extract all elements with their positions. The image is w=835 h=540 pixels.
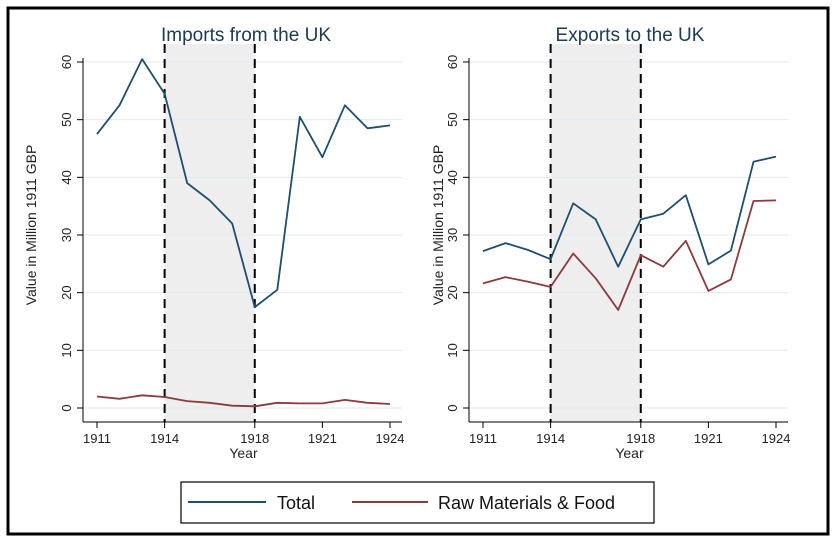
y-tick-label: 10 <box>445 343 460 357</box>
y-tick-label: 0 <box>59 404 74 411</box>
y-tick-label: 30 <box>59 228 74 242</box>
chart-title: Exports to the UK <box>556 25 705 46</box>
x-axis-title: Year <box>615 445 644 461</box>
panel-exports: 0 10 20 30 40 50 60 1911 1914 1918 1921 1924 Year Val… <box>430 25 790 461</box>
x-tick-label: 1911 <box>469 431 497 446</box>
figure-frame <box>6 6 830 536</box>
y-axis-title: Value in Million 1911 GBP <box>23 145 39 306</box>
x-tick-label: 1924 <box>762 431 791 446</box>
series-line-total <box>482 155 777 268</box>
legend: Total Raw Materials & Food <box>180 481 655 524</box>
legend-label-total: Total <box>277 493 315 513</box>
y-tick-label: 40 <box>59 170 74 184</box>
x-tick-label: 1914 <box>150 431 179 446</box>
y-tick-label: 0 <box>445 404 460 411</box>
series-line-total <box>96 58 391 309</box>
y-tick-label: 10 <box>59 343 74 357</box>
y-tick-label: 50 <box>59 112 74 126</box>
x-tick-label: 1914 <box>536 431 565 446</box>
legend-label-raw-materials: Raw Materials & Food <box>438 493 615 513</box>
x-axis-title: Year <box>229 445 258 461</box>
y-tick-label: 60 <box>59 55 74 69</box>
x-tick-label: 1924 <box>376 431 405 446</box>
y-axis-title: Value in Million 1911 GBP <box>430 145 446 306</box>
x-tick-label: 1918 <box>240 431 269 446</box>
series-line-raw-materials-food <box>482 199 777 311</box>
y-tick-label: 40 <box>445 170 460 184</box>
series-line-raw-materials-food <box>96 394 391 408</box>
x-tick-label: 1911 <box>83 431 111 446</box>
y-tick-label: 60 <box>445 55 460 69</box>
x-tick-label: 1921 <box>308 431 337 446</box>
x-tick-label: 1918 <box>626 431 655 446</box>
y-tick-label: 20 <box>59 285 74 299</box>
x-tick-label: 1921 <box>694 431 723 446</box>
y-tick-label: 50 <box>445 112 460 126</box>
y-tick-label: 20 <box>445 285 460 299</box>
panel-imports: 0 10 20 30 40 50 60 1911 1914 1918 1921 1924 Year Val… <box>23 25 404 461</box>
y-tick-label: 30 <box>445 228 460 242</box>
chart-title: Imports from the UK <box>161 25 331 46</box>
shaded-period <box>550 44 641 422</box>
shaded-period <box>164 44 255 422</box>
